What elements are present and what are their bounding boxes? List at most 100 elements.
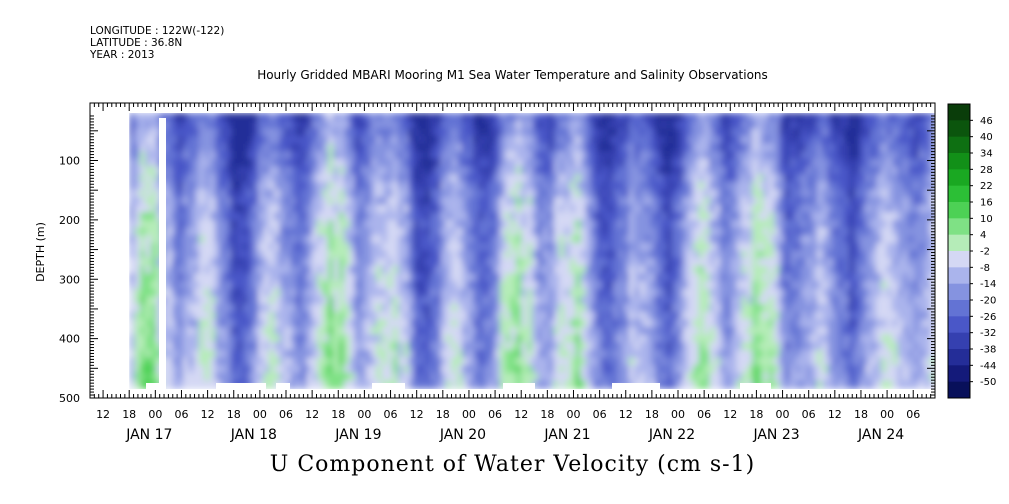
heat-cell <box>467 174 474 183</box>
heat-cell <box>720 174 727 183</box>
heat-cell <box>510 311 517 321</box>
heat-cell <box>870 219 877 229</box>
heat-cell <box>575 265 582 275</box>
heat-cell <box>698 212 705 221</box>
heat-cell <box>344 212 351 221</box>
heat-cell <box>387 357 394 366</box>
heat-cell <box>532 250 539 259</box>
heat-cell <box>650 166 657 175</box>
heat-cell <box>182 181 190 191</box>
heat-cell <box>274 235 281 244</box>
heat-cell <box>558 258 566 267</box>
heat-cell <box>811 372 818 382</box>
heat-cell <box>505 296 512 305</box>
heat-cell <box>279 189 286 198</box>
heat-cell <box>542 334 550 343</box>
heat-cell <box>193 296 200 305</box>
heat-cell <box>258 189 265 198</box>
heat-cell <box>322 135 329 145</box>
heat-cell <box>843 365 850 374</box>
heat-cell <box>784 265 791 275</box>
heat-cell <box>456 204 464 214</box>
heat-cell <box>333 342 340 351</box>
heat-cell <box>510 372 517 382</box>
heat-cell <box>730 166 738 175</box>
heat-cell <box>242 120 249 130</box>
heat-cell <box>639 311 646 321</box>
heat-cell <box>435 151 442 160</box>
heat-cell <box>322 357 329 366</box>
heat-cell <box>644 342 652 351</box>
heat-cell <box>290 357 297 366</box>
heat-cell <box>730 120 738 130</box>
heat-cell <box>215 242 222 252</box>
heat-cell <box>268 166 276 175</box>
heat-cell <box>730 143 738 152</box>
heat-cell <box>236 357 243 366</box>
heat-cell <box>188 258 195 267</box>
heat-cell <box>360 174 367 183</box>
heat-cell <box>193 151 200 160</box>
heat-cell <box>752 357 759 366</box>
heat-cell <box>467 135 474 145</box>
heat-cell <box>752 235 759 244</box>
heat-cell <box>301 181 308 191</box>
heat-cell <box>736 281 743 290</box>
heat-cell <box>403 189 410 198</box>
heat-cell <box>370 319 378 328</box>
heat-cell <box>585 380 592 389</box>
heat-cell <box>349 349 356 359</box>
heat-cell <box>387 128 394 137</box>
heat-cell <box>746 120 754 130</box>
heat-cell <box>129 212 136 221</box>
heat-cell <box>618 128 625 137</box>
heat-cell <box>462 296 469 305</box>
heat-cell <box>746 242 754 252</box>
heat-cell <box>376 135 383 145</box>
heat-cell <box>150 181 157 191</box>
latitude-label: LATITUDE : 36.8N <box>90 37 183 49</box>
heat-cell <box>763 235 770 244</box>
heat-cell <box>322 235 329 244</box>
heat-cell <box>849 151 856 160</box>
heat-cell <box>467 227 474 237</box>
heat-cell <box>134 326 141 336</box>
heat-cell <box>693 273 700 282</box>
heat-cell <box>397 189 404 198</box>
heat-cell <box>199 357 206 366</box>
heat-cell <box>623 143 630 152</box>
heat-cell <box>505 128 512 137</box>
heat-cell <box>193 288 200 298</box>
heat-cell <box>585 166 592 175</box>
heat-cell <box>333 265 340 275</box>
heat-cell <box>145 219 152 229</box>
heat-cell <box>258 265 265 275</box>
heat-cell <box>338 288 345 298</box>
heat-cell <box>763 288 770 298</box>
heat-cell <box>317 143 324 152</box>
heat-cell <box>709 326 716 336</box>
heat-cell <box>247 189 254 198</box>
heat-cell <box>376 372 383 382</box>
heat-cell <box>413 311 421 321</box>
heat-cell <box>370 235 378 244</box>
heat-cell <box>714 120 721 130</box>
heat-cell <box>612 181 619 191</box>
heat-cell <box>666 303 673 313</box>
heat-cell <box>225 372 233 382</box>
heat-cell <box>585 204 592 214</box>
heat-cell <box>317 319 324 328</box>
heat-cell <box>822 135 829 145</box>
heat-cell <box>333 334 340 343</box>
heat-cell <box>704 334 711 343</box>
heat-cell <box>134 303 141 313</box>
heat-cell <box>258 349 265 359</box>
heat-cell <box>403 319 410 328</box>
heat-cell <box>784 357 791 366</box>
heat-cell <box>558 212 566 221</box>
heat-cell <box>510 204 517 214</box>
heat-cell <box>634 265 641 275</box>
heat-cell <box>263 197 270 206</box>
heat-cell <box>231 357 238 366</box>
heat-cell <box>779 242 786 252</box>
